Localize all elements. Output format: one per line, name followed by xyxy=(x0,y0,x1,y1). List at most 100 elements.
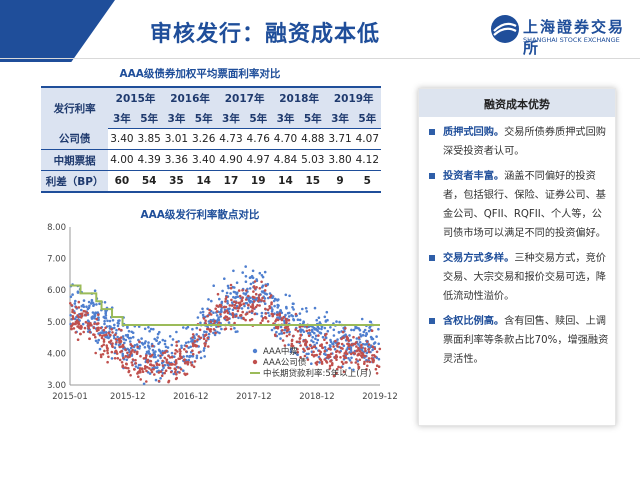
scatter-point xyxy=(363,343,367,346)
year-header: 2019年 xyxy=(326,86,381,108)
scatter-point xyxy=(140,341,144,345)
scatter-point xyxy=(111,342,114,345)
scatter-point xyxy=(343,355,347,359)
scatter-point xyxy=(199,336,203,340)
scatter-point xyxy=(253,280,257,283)
scatter-point xyxy=(96,341,99,344)
scatter-point xyxy=(335,358,338,361)
scatter-point xyxy=(157,363,161,367)
scatter-point xyxy=(127,367,130,370)
scatter-point xyxy=(164,369,168,372)
scatter-point xyxy=(242,317,245,321)
x-tick-label: 2015-12 xyxy=(110,392,146,402)
scatter-point xyxy=(352,351,355,354)
scatter-point xyxy=(226,284,230,288)
scatter-point xyxy=(148,367,151,370)
scatter-point xyxy=(325,356,329,359)
scatter-point xyxy=(245,312,249,315)
scatter-point xyxy=(363,347,367,350)
table-cell: 9 xyxy=(326,170,354,193)
scatter-point xyxy=(120,349,123,353)
scatter-point xyxy=(208,308,211,312)
scatter-point xyxy=(233,300,236,303)
scatter-point xyxy=(90,317,94,320)
scatter-point xyxy=(193,339,197,343)
scatter-point xyxy=(258,293,261,297)
scatter-point xyxy=(203,355,206,358)
scatter-point xyxy=(83,326,87,330)
scatter-point xyxy=(124,338,128,342)
scatter-point xyxy=(215,310,219,313)
scatter-point xyxy=(208,329,212,333)
scatter-point xyxy=(155,339,158,342)
scatter-point xyxy=(151,353,154,357)
scatter-point xyxy=(131,358,135,361)
advantage-text: 三种交易方式，竞价交易、大宗交易和报价交易可选，降低流动性溢价。 xyxy=(443,253,606,302)
header-divider xyxy=(0,58,640,59)
scatter-point xyxy=(237,289,241,292)
scatter-point xyxy=(133,344,137,347)
scatter-point xyxy=(313,331,316,335)
scatter-point xyxy=(219,303,223,307)
scatter-point xyxy=(275,313,279,317)
scatter-point xyxy=(152,351,156,355)
scatter-point xyxy=(356,363,360,366)
scatter-point xyxy=(220,308,223,312)
scatter-point xyxy=(244,289,248,292)
year-header: 2015年 xyxy=(108,86,163,108)
panel-title: 融资成本优势 xyxy=(484,98,550,111)
scatter-point xyxy=(152,368,155,371)
scatter-point xyxy=(120,345,123,348)
scatter-point xyxy=(195,333,198,336)
scatter-point xyxy=(377,342,381,346)
scatter-point xyxy=(71,315,75,318)
scatter-point xyxy=(327,347,330,351)
y-tick-label: 3.00 xyxy=(47,381,66,391)
scatter-point xyxy=(323,326,327,330)
scatter-point xyxy=(90,298,94,302)
scatter-point xyxy=(233,321,236,325)
scatter-point xyxy=(241,310,244,314)
scatter-point xyxy=(131,335,135,339)
scatter-point xyxy=(110,357,114,360)
scatter-point xyxy=(262,291,265,294)
scatter-point xyxy=(82,305,86,308)
scatter-point xyxy=(145,369,148,373)
scatter-point xyxy=(192,365,196,369)
scatter-point xyxy=(318,361,321,364)
scatter-point xyxy=(89,322,92,325)
scatter-point xyxy=(163,339,167,343)
scatter-point xyxy=(76,290,80,293)
scatter-point xyxy=(235,281,239,284)
scatter-point xyxy=(107,355,110,359)
scatter-point xyxy=(316,325,320,328)
scatter-point xyxy=(334,354,338,357)
scatter-point xyxy=(122,356,125,360)
scatter-point xyxy=(375,350,379,354)
scatter-point xyxy=(218,331,221,335)
x-tick-label: 2018-12 xyxy=(299,392,335,402)
scatter-point xyxy=(244,280,248,283)
scatter-point xyxy=(305,329,309,333)
scatter-point xyxy=(102,340,106,343)
scatter-point xyxy=(278,312,282,315)
scatter-point xyxy=(363,354,367,358)
scatter-point xyxy=(241,271,244,274)
scatter-point xyxy=(336,349,339,353)
table-cell: 14 xyxy=(271,170,300,193)
y-tick-label: 4.00 xyxy=(47,349,66,359)
scatter-point xyxy=(117,337,121,341)
chart-title: AAA级发行利率散点对比 xyxy=(140,209,260,221)
scatter-point xyxy=(323,346,327,349)
scatter-point xyxy=(321,346,324,350)
table-cell: 3.26 xyxy=(190,128,218,150)
scatter-point xyxy=(298,325,302,329)
scatter-point xyxy=(316,338,320,342)
scatter-point xyxy=(222,305,226,309)
scatter-point xyxy=(320,360,324,364)
scatter-point xyxy=(347,357,350,360)
scatter-point xyxy=(197,351,201,354)
scatter-point xyxy=(260,280,263,284)
scatter-point xyxy=(179,368,183,371)
scatter-point xyxy=(140,337,143,340)
